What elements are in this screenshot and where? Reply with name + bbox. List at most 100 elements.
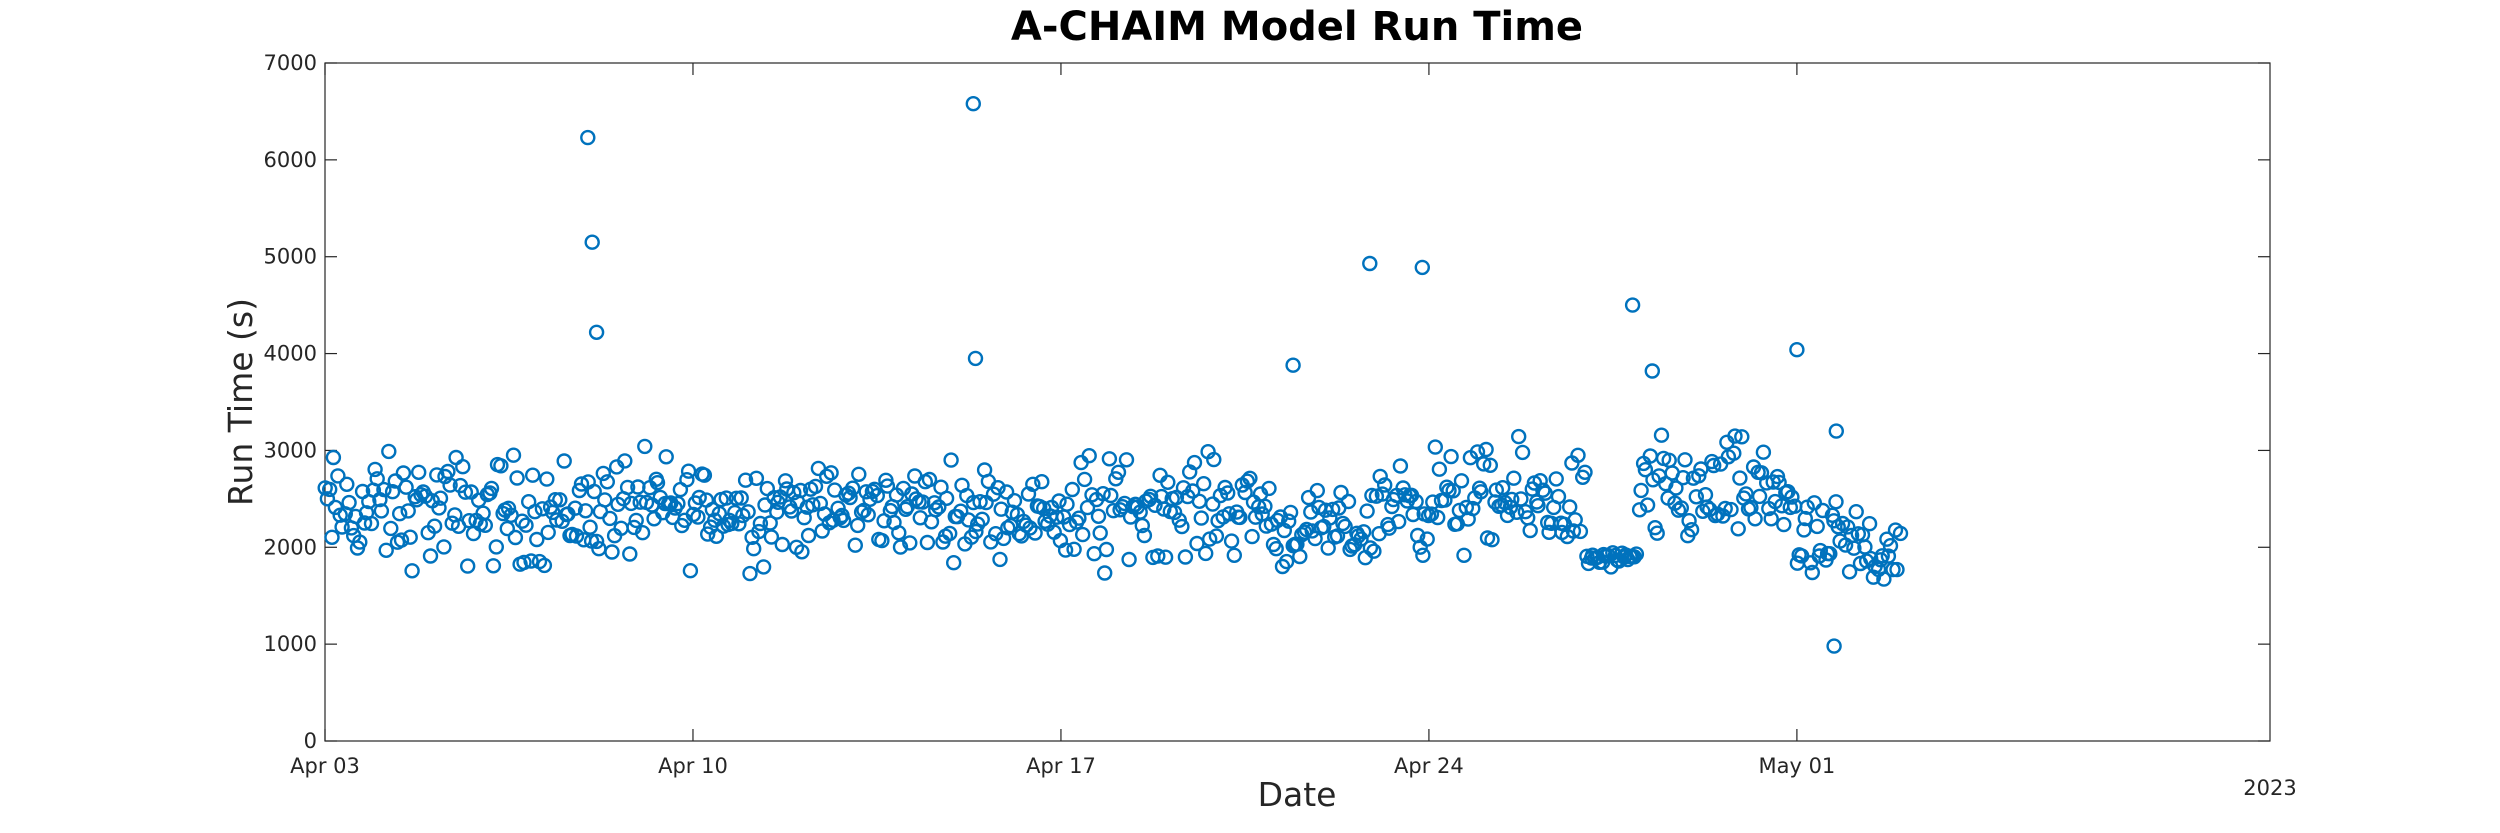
x-axis: Apr 03 Apr 10 Apr 17 Apr 24 May 01	[290, 63, 1835, 778]
data-point	[1747, 511, 1763, 527]
data-point	[622, 546, 638, 562]
data-point	[376, 481, 392, 498]
data-point	[505, 447, 522, 463]
data-point	[891, 525, 907, 541]
data-point	[367, 461, 383, 478]
data-point	[748, 470, 765, 486]
data-point	[1376, 477, 1393, 493]
data-point	[363, 515, 380, 532]
data-point	[691, 489, 707, 506]
data-point	[1572, 523, 1589, 540]
data-points	[317, 95, 1909, 654]
data-point	[805, 497, 821, 513]
data-point	[1668, 480, 1684, 496]
data-point	[928, 502, 944, 518]
data-point	[383, 520, 399, 537]
data-point	[807, 478, 824, 495]
data-point	[1697, 487, 1714, 503]
data-point	[731, 516, 747, 532]
data-point	[1081, 448, 1097, 464]
data-point	[1261, 480, 1277, 497]
data-point	[860, 507, 876, 523]
data-point	[1098, 541, 1115, 558]
data-point	[588, 533, 605, 550]
data-point	[373, 503, 390, 519]
data-point	[1570, 447, 1586, 463]
data-point	[1649, 525, 1665, 541]
data-point	[488, 539, 504, 555]
data-point	[1445, 483, 1461, 499]
x-axis-year-label: 2023	[2243, 776, 2296, 800]
data-point	[1865, 569, 1882, 585]
data-point	[835, 512, 852, 529]
data-point	[998, 484, 1015, 500]
x-tick-label: Apr 03	[290, 754, 360, 778]
data-point	[740, 504, 756, 520]
data-point	[1157, 549, 1174, 565]
data-point	[455, 459, 471, 475]
data-point	[1337, 518, 1353, 535]
data-point	[1195, 476, 1212, 492]
data-point	[516, 554, 532, 571]
data-point	[1027, 525, 1043, 541]
data-point	[1390, 513, 1407, 530]
data-point	[1673, 500, 1690, 516]
data-point	[1848, 504, 1864, 520]
y-tick-label: 3000	[264, 438, 317, 462]
data-point	[1134, 517, 1151, 534]
data-point	[670, 495, 686, 512]
data-point	[634, 525, 651, 541]
data-point	[1066, 541, 1082, 557]
y-tick-label: 6000	[264, 148, 317, 172]
data-point	[597, 492, 613, 508]
data-point	[1092, 525, 1108, 541]
data-point	[1324, 501, 1341, 518]
data-point	[1755, 444, 1772, 460]
data-point	[1726, 445, 1742, 461]
data-point	[737, 472, 754, 488]
data-point	[1628, 546, 1645, 562]
y-tick-label: 2000	[264, 535, 317, 559]
data-point	[718, 490, 734, 506]
data-point	[1160, 474, 1176, 490]
data-point	[1484, 532, 1500, 548]
data-point	[1514, 444, 1531, 461]
data-point	[1415, 547, 1431, 563]
data-point	[1465, 500, 1481, 517]
data-point	[851, 466, 867, 482]
data-point	[1392, 458, 1409, 474]
data-point	[1776, 516, 1792, 533]
data-point	[400, 503, 416, 519]
data-point	[879, 478, 896, 494]
data-point	[786, 485, 802, 501]
data-point	[1631, 502, 1648, 518]
x-tick-label: Apr 24	[1394, 754, 1464, 778]
data-point-outlier	[1826, 638, 1842, 654]
x-tick-label: May 01	[1758, 754, 1835, 778]
data-point	[680, 463, 697, 479]
data-point	[1268, 541, 1284, 557]
x-axis-label: Date	[1258, 775, 1337, 814]
data-point	[1639, 497, 1656, 513]
data-point	[1278, 553, 1295, 570]
data-point	[1335, 515, 1351, 532]
data-point	[1727, 428, 1743, 444]
data-point-outlier	[1644, 363, 1661, 379]
data-point	[842, 489, 858, 506]
data-point	[942, 525, 958, 542]
data-point	[525, 467, 541, 483]
data-point	[1084, 487, 1100, 503]
data-point	[1059, 496, 1075, 512]
y-tick-label: 4000	[264, 342, 317, 366]
data-point	[1738, 486, 1754, 502]
data-point	[507, 529, 524, 546]
data-point	[1175, 480, 1192, 496]
data-point	[902, 535, 918, 551]
chart-title: A-CHAIM Model Run Time	[1011, 4, 1583, 50]
data-point	[733, 490, 749, 506]
data-point	[1073, 454, 1089, 471]
data-point-outlier	[1285, 357, 1301, 373]
data-point	[1705, 457, 1722, 474]
data-point	[1257, 498, 1273, 514]
data-point	[1532, 473, 1548, 489]
